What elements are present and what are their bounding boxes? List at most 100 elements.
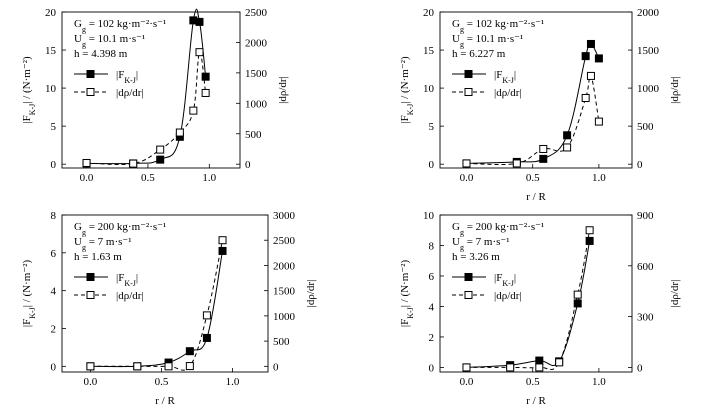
y-tick-label: 0 bbox=[429, 159, 435, 171]
data-point-drho bbox=[555, 358, 564, 367]
annotation-line: Gg = 200 kg·m⁻²·s⁻¹ bbox=[74, 221, 166, 237]
y2-tick-label: 0 bbox=[637, 159, 643, 171]
data-point-fkj bbox=[586, 39, 595, 48]
x-axis-label: r / R bbox=[526, 395, 546, 407]
y-tick-label: 2 bbox=[51, 323, 57, 335]
y2-tick-label: 2000 bbox=[637, 7, 660, 19]
y-tick-label: 4 bbox=[51, 286, 57, 298]
y2-tick-label: 500 bbox=[637, 121, 654, 133]
y-tick-label: 15 bbox=[423, 45, 435, 57]
y2-tick-label: 1000 bbox=[273, 311, 296, 323]
y-tick-label: 2 bbox=[429, 332, 435, 344]
series-line-fkj bbox=[90, 250, 223, 368]
legend-marker bbox=[86, 70, 95, 78]
annotation-line: h = 3.26 m bbox=[452, 251, 500, 263]
y-tick-label: 0 bbox=[51, 361, 57, 373]
data-point-fkj bbox=[539, 154, 548, 163]
y2-tick-label: 500 bbox=[245, 129, 262, 141]
y-tick-label: 6 bbox=[429, 271, 435, 283]
chart-panel-top-left: 0.0 0.5 1.0 0 5 10 15 20 0 500 1000 1500 2000 2500 |FK… bbox=[21, 7, 289, 184]
annotation-line: Ug = 10.1 m·s⁻¹ bbox=[74, 33, 145, 49]
data-point-drho bbox=[202, 311, 211, 320]
annotation-line: Ug = 7 m·s⁻¹ bbox=[74, 236, 132, 252]
y-tick-label: 10 bbox=[423, 83, 435, 95]
y2-tick-label: 2000 bbox=[245, 37, 268, 49]
plot-frame bbox=[439, 214, 633, 373]
legend-label: |FK-J| bbox=[116, 272, 138, 288]
x-tick-label: 0.5 bbox=[526, 376, 540, 388]
y-tick-label: 4 bbox=[429, 301, 435, 313]
data-point-fkj bbox=[581, 52, 590, 61]
y2-tick-label: 1500 bbox=[273, 286, 296, 298]
chart-panel-bottom-right: 0.0 0.5 1.0 0 2 4 6 8 10 0 300 600 900 |FK-J| / (N·m⁻… bbox=[399, 210, 681, 407]
legend-label: |dρ/dr| bbox=[494, 290, 522, 302]
data-point-drho bbox=[185, 362, 194, 371]
x-tick-label: 0.5 bbox=[141, 172, 155, 184]
data-point-drho bbox=[573, 290, 582, 299]
data-point-drho bbox=[133, 362, 142, 371]
data-point-drho bbox=[195, 48, 204, 57]
data-point-drho bbox=[86, 362, 95, 371]
legend-marker bbox=[464, 273, 473, 281]
y2-axis-label: |dρ/dr| bbox=[669, 76, 681, 104]
legend-marker bbox=[464, 88, 473, 96]
x-tick-label: 0.0 bbox=[460, 172, 474, 184]
y2-tick-label: 2500 bbox=[245, 7, 268, 19]
y-axis-label: |FK-J| / (N·m⁻²) bbox=[399, 260, 415, 328]
y-tick-label: 6 bbox=[51, 248, 57, 260]
y2-tick-label: 0 bbox=[245, 159, 251, 171]
y-axis-label: |FK-J| / (N·m⁻²) bbox=[399, 56, 415, 124]
chart-panel-top-right: 0.0 0.5 1.0 0 5 10 15 20 0 500 1000 1500 2000 |FK-J| … bbox=[399, 7, 681, 203]
data-point-drho bbox=[462, 159, 471, 168]
y2-tick-label: 1500 bbox=[637, 45, 660, 57]
legend-label: |dρ/dr| bbox=[116, 87, 144, 99]
data-point-fkj bbox=[594, 54, 603, 63]
y-tick-label: 5 bbox=[429, 121, 435, 133]
x-tick-label: 0.5 bbox=[155, 376, 169, 388]
data-point-fkj bbox=[195, 17, 204, 26]
series-line-fkj bbox=[466, 42, 600, 164]
legend-label: |FK-J| bbox=[494, 272, 516, 288]
x-tick-label: 0.0 bbox=[84, 376, 98, 388]
data-point-drho bbox=[462, 363, 471, 372]
data-point-drho bbox=[586, 71, 595, 80]
annotation-line: h = 1.63 m bbox=[74, 251, 122, 263]
y-axis-label: |FK-J| / (N·m⁻²) bbox=[21, 260, 37, 328]
legend-marker bbox=[86, 291, 95, 299]
y2-tick-label: 500 bbox=[273, 336, 290, 348]
data-point-fkj bbox=[573, 299, 582, 308]
annotation-line: Ug = 10.1 m·s⁻¹ bbox=[452, 33, 523, 49]
legend-label: |dρ/dr| bbox=[116, 290, 144, 302]
y-tick-label: 8 bbox=[429, 240, 435, 252]
y2-tick-label: 300 bbox=[637, 312, 654, 324]
legend-label: |dρ/dr| bbox=[494, 87, 522, 99]
y2-tick-label: 1000 bbox=[245, 98, 268, 110]
y2-tick-label: 1000 bbox=[637, 83, 660, 95]
y-tick-label: 0 bbox=[51, 159, 57, 171]
annotation-line: Gg = 200 kg·m⁻²·s⁻¹ bbox=[452, 221, 544, 237]
data-point-drho bbox=[535, 363, 544, 372]
plot-frame bbox=[61, 214, 269, 373]
data-point-fkj bbox=[156, 155, 165, 164]
y2-tick-label: 0 bbox=[273, 361, 279, 373]
annotation-line: Ug = 7 m·s⁻¹ bbox=[452, 236, 510, 252]
data-point-fkj bbox=[585, 236, 594, 245]
y-tick-label: 20 bbox=[423, 7, 435, 19]
data-point-drho bbox=[164, 362, 173, 371]
data-point-drho bbox=[539, 144, 548, 153]
y-tick-label: 10 bbox=[45, 83, 57, 95]
legend-marker bbox=[86, 88, 95, 96]
legend-marker bbox=[464, 291, 473, 299]
data-point-drho bbox=[189, 106, 198, 115]
x-tick-label: 0.0 bbox=[80, 172, 94, 184]
x-tick-label: 1.0 bbox=[202, 172, 216, 184]
data-point-drho bbox=[218, 236, 227, 245]
y-tick-label: 15 bbox=[45, 45, 57, 57]
y2-tick-label: 900 bbox=[637, 210, 654, 222]
x-tick-label: 0.0 bbox=[460, 376, 474, 388]
data-point-drho bbox=[563, 143, 572, 152]
y-tick-label: 0 bbox=[429, 362, 435, 374]
y2-tick-label: 600 bbox=[637, 261, 654, 273]
legend-marker bbox=[86, 273, 95, 281]
